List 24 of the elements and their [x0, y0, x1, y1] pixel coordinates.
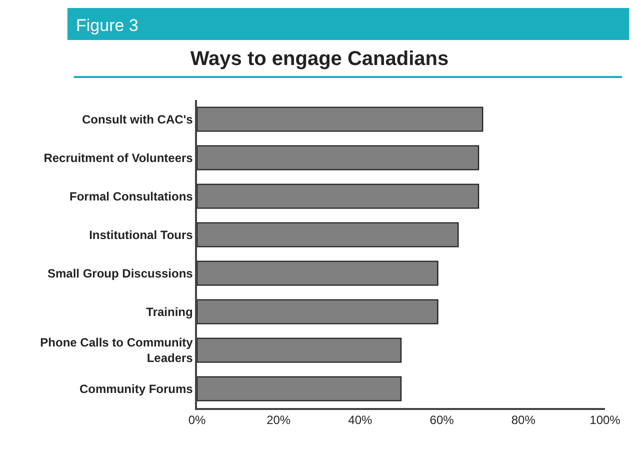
x-tick-label: 60% [430, 413, 454, 428]
x-tick-label: 40% [348, 413, 373, 428]
x-tick-label: 80% [511, 413, 536, 428]
x-tick-label: 20% [266, 413, 291, 428]
bar [197, 184, 480, 209]
bar [197, 145, 480, 170]
bar [197, 376, 402, 402]
y-tick-label: Small Group Discussions [47, 266, 194, 280]
x-tick-label: 0% [188, 413, 206, 428]
y-tick-label: Institutional Tours [89, 228, 194, 242]
x-tick-label: 100% [590, 413, 621, 428]
y-tick-label: Community Forums [80, 382, 194, 396]
chart-title: Ways to engage Canadians [190, 48, 449, 70]
y-tick-label: Training [146, 304, 193, 319]
bar [197, 260, 438, 286]
y-tick-label: Consult with CAC's [82, 112, 194, 126]
y-tick-label: Recruitment of Volunteers [44, 150, 194, 165]
bar [197, 222, 459, 248]
y-tick-label: Formal Consultations [70, 189, 194, 204]
bar [197, 106, 484, 132]
bar [197, 299, 438, 324]
y-tick-label: Phone Calls to Community Leaders [40, 336, 194, 366]
bar [197, 338, 402, 363]
caption: Figure 3 [76, 16, 138, 35]
